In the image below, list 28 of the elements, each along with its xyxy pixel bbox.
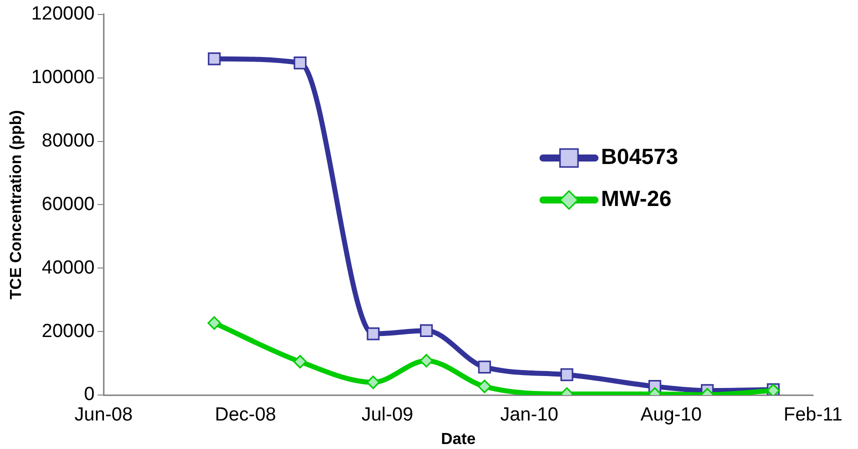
point [420, 324, 433, 338]
y-tick-label: 0 [84, 384, 95, 406]
y-tick-label: 100000 [31, 67, 95, 88]
x-tick-label: Jun-08 [74, 404, 133, 426]
point [293, 354, 307, 368]
x-tick-label: Feb-11 [784, 404, 842, 426]
point [366, 376, 380, 390]
x-tick-label: Jan-10 [500, 404, 558, 426]
y-tick-label: 120000 [31, 4, 95, 25]
point [560, 368, 574, 382]
point [294, 56, 307, 70]
x-tick-label: Jul-09 [361, 404, 414, 426]
point [208, 316, 222, 330]
point [208, 52, 221, 66]
point [420, 354, 434, 368]
point [478, 380, 492, 394]
x-tick-label: Aug-10 [640, 404, 702, 426]
y-axis-title: TCE Concentration (ppb) [8, 110, 26, 300]
y-tick-label: 60000 [42, 194, 95, 215]
point [478, 360, 491, 374]
x-tick-label: Dec-08 [214, 404, 276, 426]
legend-label: B04573 [601, 144, 678, 170]
y-tick-label: 20000 [42, 320, 95, 342]
legend-label: MW-26 [601, 186, 672, 212]
point [366, 327, 380, 340]
y-tick-label: 40000 [42, 257, 95, 278]
y-tick-label: 80000 [42, 130, 95, 152]
x-axis-title: Date [440, 430, 476, 448]
